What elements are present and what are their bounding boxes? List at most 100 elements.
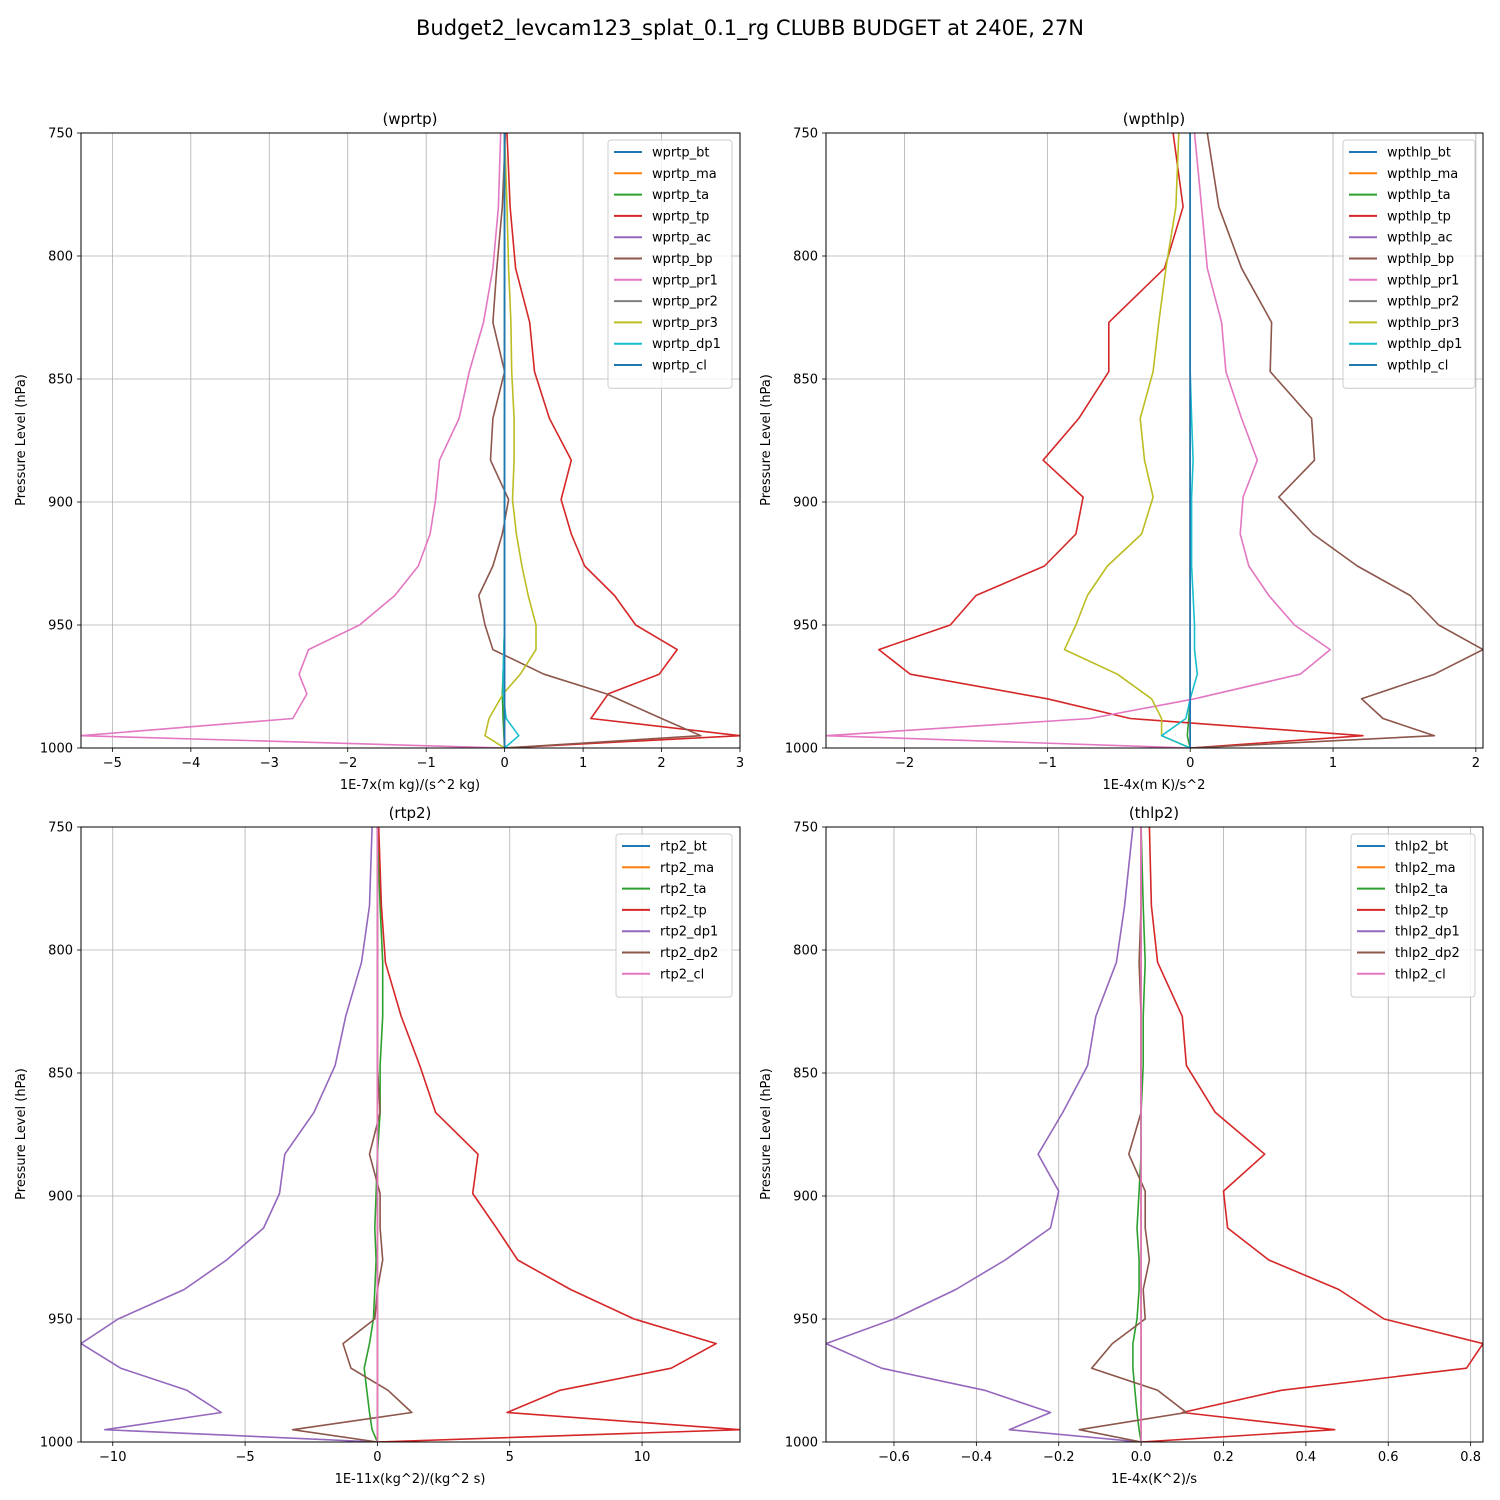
y-tick-label: 750 (793, 127, 818, 142)
y-axis-label: Pressure Level (hPa) (759, 1068, 774, 1200)
y-tick-label: 800 (793, 250, 818, 265)
y-tick-label: 800 (48, 250, 73, 265)
x-tick-label: −5 (103, 756, 122, 771)
series-line-wprtp_pr3 (484, 133, 537, 748)
series-lines (826, 133, 1483, 748)
y-tick-label: 900 (793, 1190, 818, 1205)
legend-entry: wprtp_tp (652, 209, 709, 224)
legend-box (1342, 139, 1476, 389)
legend-entry: wprtp_pr1 (652, 273, 718, 288)
x-tick-label: −4 (181, 756, 200, 771)
y-tick-label: 750 (793, 821, 818, 836)
x-tick-label: 2 (1472, 756, 1480, 771)
series-line-wprtp_pr1 (81, 133, 505, 748)
series-line-thlp2_tp (1141, 827, 1483, 1442)
legend-entry: thlp2_dp1 (1395, 925, 1460, 940)
y-tick-label: 1000 (785, 1436, 818, 1451)
y-tick-label: 950 (793, 1313, 818, 1328)
series-line-wpthlp_pr1 (826, 133, 1331, 748)
y-tick-label: 1000 (40, 742, 73, 757)
y-axis-label: Pressure Level (hPa) (14, 374, 29, 506)
legend-box (1350, 833, 1476, 998)
legend-entry: wprtp_pr2 (652, 295, 718, 310)
legend-entry: wpthlp_tp (1387, 209, 1451, 224)
x-tick-label: 0 (373, 1450, 381, 1465)
x-tick-label: 5 (506, 1450, 514, 1465)
plot-frame (825, 826, 1484, 1443)
legend: wpthlp_bt wpthlp_ma wpthlp_ta wpthlp_tpwpth… (1342, 139, 1476, 389)
x-tick-label: 0.6 (1378, 1450, 1399, 1465)
legend-entry: wprtp_pr3 (652, 316, 718, 331)
legend-entry: wpthlp_pr3 (1387, 316, 1459, 331)
x-tick-label: 0.4 (1296, 1450, 1317, 1465)
legend-entry: wprtp_cl (652, 359, 707, 374)
series-line-thlp2_dp1 (826, 827, 1142, 1442)
legend-entry: rtp2_ma (660, 861, 714, 876)
plot-frame (80, 132, 741, 749)
x-tick-label: −10 (99, 1450, 126, 1465)
legend-entry: wprtp_ac (652, 231, 711, 246)
y-axis-label: Pressure Level (hPa) (14, 1068, 29, 1200)
plot-frame (80, 826, 741, 1443)
x-tick-label: 10 (634, 1450, 651, 1465)
x-tick-label: 2 (657, 756, 665, 771)
legend-entry: wprtp_dp1 (652, 337, 721, 352)
x-axis-label: 1E-7x(m kg)/(s^2 kg) (340, 778, 480, 793)
y-tick-label: 950 (48, 619, 73, 634)
legend-entry: wpthlp_bp (1387, 252, 1454, 267)
panel-title: (wpthlp) (1123, 110, 1186, 128)
y-tick-label: 1000 (785, 742, 818, 757)
series-line-wpthlp_pr3 (1063, 133, 1191, 748)
panel-rtp2: (rtp2) 1E-11x(kg^2)/(kg^2 s) Pressure Le… (14, 804, 741, 1487)
y-tick-label: 1000 (40, 1436, 73, 1451)
panel-wprtp: (wprtp) 1E-7x(m kg)/(s^2 kg) Pressure Le… (14, 110, 744, 793)
panel-title: (wprtp) (382, 110, 437, 128)
y-tick-label: 750 (48, 821, 73, 836)
x-tick-label: 0.8 (1460, 1450, 1481, 1465)
legend: thlp2_bt thlp2_ma thlp2_ta thlp2_tp thlp2_dp… (1350, 833, 1476, 998)
legend-box (615, 833, 733, 998)
x-tick-label: 0.0 (1131, 1450, 1152, 1465)
legend-entry: rtp2_cl (660, 967, 704, 982)
legend-entry: rtp2_dp1 (660, 925, 718, 940)
y-tick-label: 850 (793, 1067, 818, 1082)
legend-entry: thlp2_bt (1395, 840, 1448, 855)
x-tick-label: −0.6 (878, 1450, 910, 1465)
series-line-rtp2_tp (377, 827, 740, 1442)
series-line-rtp2_dp1 (81, 827, 378, 1442)
grid: −0.6 −0.4 −0.2 0.0 0.2 0.4 0.6 0.8 750 800 850 900 9… (785, 821, 1483, 1465)
legend-entry: wpthlp_bt (1387, 146, 1451, 161)
legend-entry: wpthlp_ta (1387, 188, 1451, 203)
y-tick-label: 900 (48, 496, 73, 511)
legend-entry: thlp2_ta (1395, 882, 1448, 897)
legend-entry: wpthlp_pr2 (1387, 295, 1459, 310)
panel-thlp2: (thlp2) 1E-4x(K^2)/s Pressure Level (hPa… (759, 804, 1484, 1487)
legend: wprtp_bt wprtp_ma wprtp_ta wprtp_tp wprtp_ac… (607, 139, 733, 389)
x-tick-label: −2 (338, 756, 357, 771)
figure-title: Budget2_levcam123_splat_0.1_rg CLUBB BUD… (416, 16, 1084, 40)
x-tick-label: −2 (895, 756, 914, 771)
legend-entry: rtp2_tp (660, 903, 707, 918)
x-tick-label: −0.2 (1043, 1450, 1075, 1465)
y-tick-label: 800 (48, 944, 73, 959)
series-lines (81, 133, 740, 748)
legend-box (607, 139, 733, 389)
x-tick-label: 1 (1329, 756, 1337, 771)
series-line-thlp2_ta (1132, 827, 1146, 1442)
y-tick-label: 800 (793, 944, 818, 959)
x-tick-label: 0.2 (1213, 1450, 1234, 1465)
y-tick-label: 850 (793, 373, 818, 388)
legend-entry: rtp2_dp2 (660, 946, 718, 961)
x-tick-label: 1 (579, 756, 587, 771)
series-line-wpthlp_tp (877, 133, 1364, 748)
x-tick-label: 0 (1186, 756, 1194, 771)
x-axis-label: 1E-4x(m K)/s^2 (1103, 778, 1206, 793)
legend-entry: wprtp_bt (652, 146, 709, 161)
y-tick-label: 900 (793, 496, 818, 511)
legend-entry: wprtp_ta (652, 188, 709, 203)
legend-entry: wpthlp_pr1 (1387, 273, 1459, 288)
legend-entry: thlp2_dp2 (1395, 946, 1460, 961)
y-tick-label: 850 (48, 373, 73, 388)
x-tick-label: 3 (736, 756, 744, 771)
